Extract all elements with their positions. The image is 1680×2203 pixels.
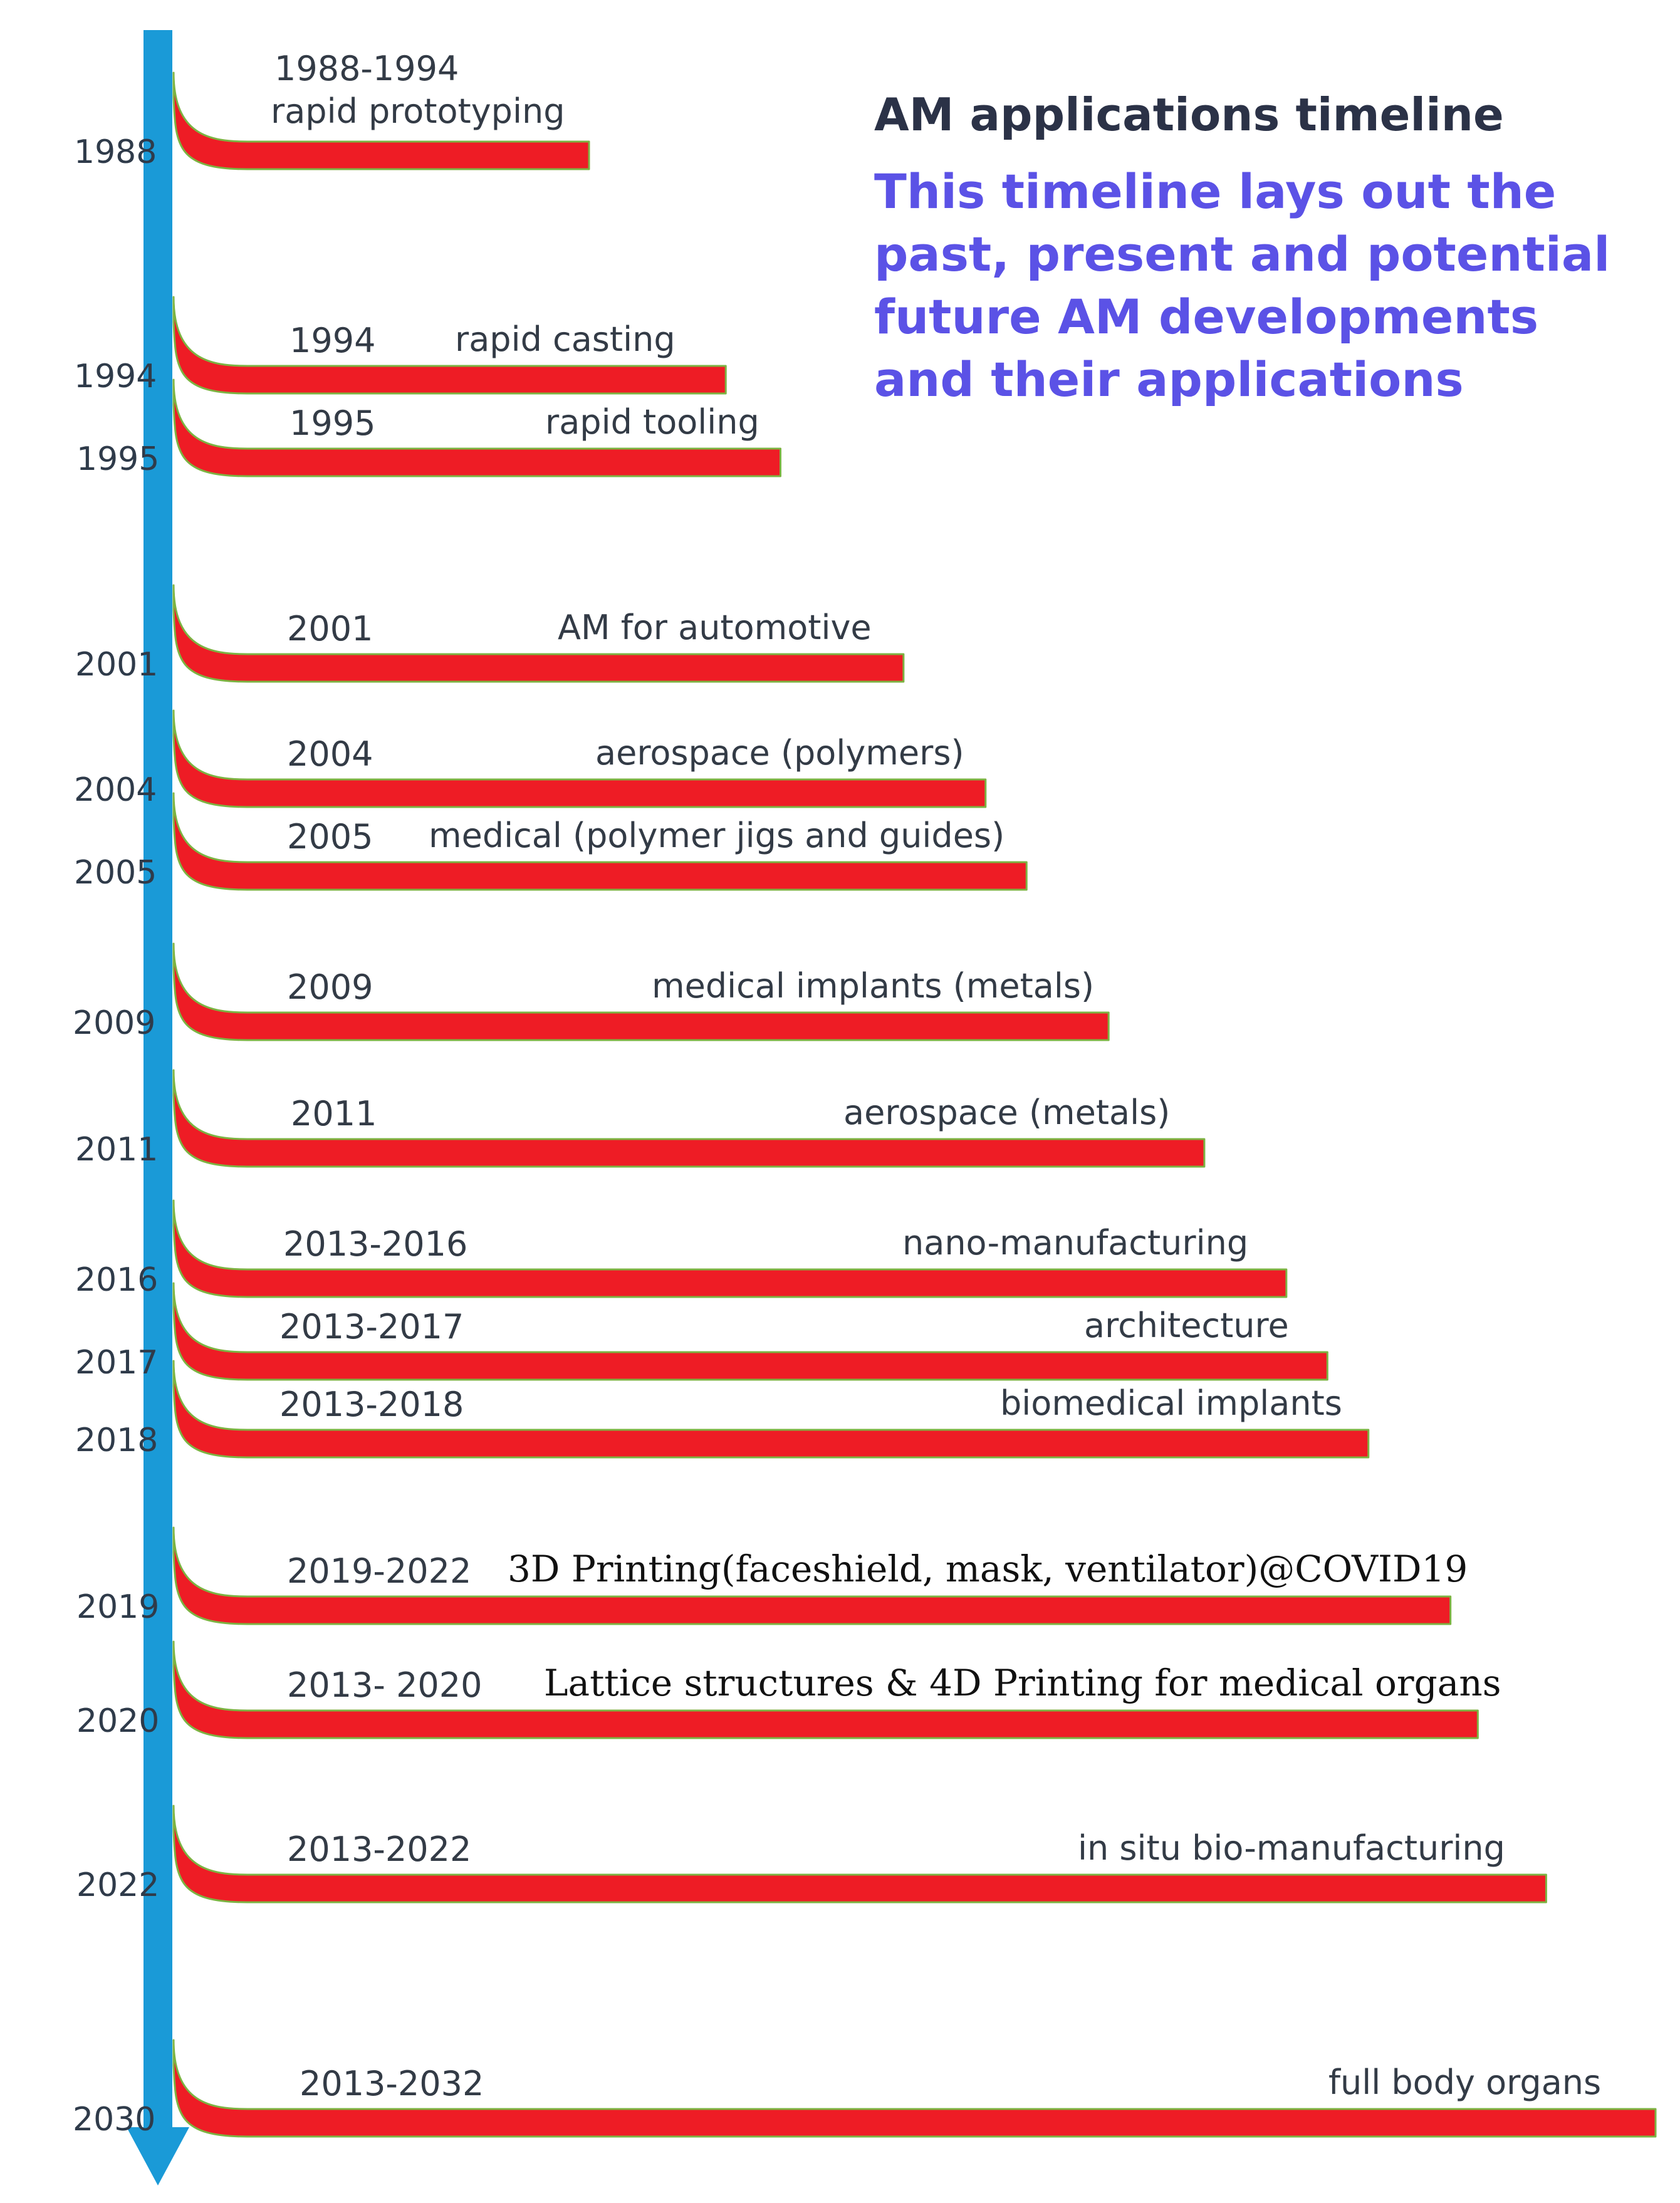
timeline-bar xyxy=(172,584,905,683)
range-label: 2001 xyxy=(287,609,373,648)
timeline-entry: 2017 2013-2017 architecture xyxy=(75,1282,1328,1382)
timeline-bar xyxy=(172,1640,1479,1739)
application-label: in situ bio-manufacturing xyxy=(1078,1828,1505,1868)
timeline-bar xyxy=(172,942,1110,1041)
range-label: 2013-2022 xyxy=(287,1830,471,1869)
application-label: AM for automotive xyxy=(558,608,872,647)
description-line-4: and their applications xyxy=(874,352,1464,407)
range-label: 2013-2032 xyxy=(300,2064,484,2103)
application-label: aerospace (metals) xyxy=(843,1093,1170,1132)
timeline-entry: 2001 2001 AM for automotive xyxy=(75,584,905,684)
year-label: 2030 xyxy=(73,2101,155,2138)
application-label: full body organs xyxy=(1328,2063,1601,2102)
timeline-entry: 1994 1994 rapid casting xyxy=(74,296,727,395)
timeline-bar xyxy=(172,296,727,395)
timeline-bar xyxy=(172,709,987,808)
timeline-entry: 1995 1995 rapid tooling xyxy=(76,378,781,478)
range-label: 1995 xyxy=(290,404,375,443)
timeline-entry: 2009 2009 medical implants (metals) xyxy=(73,942,1110,1042)
year-label: 2017 xyxy=(75,1344,158,1382)
application-label: medical (polymer jigs and guides) xyxy=(429,816,1004,855)
application-label: rapid prototyping xyxy=(271,91,565,131)
year-label: 2018 xyxy=(75,1422,158,1459)
timeline-bar xyxy=(172,1199,1288,1298)
range-label: 2005 xyxy=(287,817,373,857)
year-label: 2009 xyxy=(73,1004,155,1042)
year-label: 1995 xyxy=(76,440,159,478)
year-label: 2005 xyxy=(74,854,157,892)
timeline-bar xyxy=(172,1526,1452,1625)
application-label: Lattice structures & 4D Printing for med… xyxy=(544,1662,1501,1704)
timeline-bar xyxy=(172,2039,1657,2138)
year-label: 2022 xyxy=(76,1867,159,1904)
range-label: 2013-2016 xyxy=(283,1224,467,1264)
timeline-entry: 2016 2013-2016 nano-manufacturing xyxy=(75,1199,1288,1299)
range-label: 2013-2017 xyxy=(279,1307,464,1346)
diagram-title: AM applications timeline xyxy=(874,88,1504,141)
timeline-entry: 2018 2013-2018 biomedical implants xyxy=(75,1360,1370,1459)
timeline-entry: 2020 2013- 2020 Lattice structures & 4D Pr… xyxy=(76,1640,1501,1740)
timeline-entry: 2004 2004 aerospace (polymers) xyxy=(74,709,987,809)
application-label: 3D Printing(faceshield, mask, ventilator… xyxy=(508,1548,1468,1590)
application-label: medical implants (metals) xyxy=(652,966,1094,1006)
application-label: nano-manufacturing xyxy=(902,1223,1248,1263)
timeline-bar xyxy=(172,1805,1547,1904)
year-label: 2019 xyxy=(76,1588,159,1626)
application-label: biomedical implants xyxy=(1000,1383,1342,1423)
application-label: architecture xyxy=(1084,1306,1289,1345)
range-label: 2019-2022 xyxy=(287,1551,471,1591)
year-label: 2004 xyxy=(74,771,157,809)
year-label: 2011 xyxy=(75,1131,158,1169)
timeline-entry: 2019 2019-2022 3D Printing(faceshield, mas… xyxy=(76,1526,1468,1626)
description-line-1: This timeline lays out the xyxy=(874,164,1556,219)
timeline-bar xyxy=(172,792,1028,891)
timeline-bar xyxy=(172,1282,1328,1381)
application-label: rapid tooling xyxy=(545,402,759,442)
year-label: 2020 xyxy=(76,1702,159,1740)
range-label: 2009 xyxy=(287,967,373,1007)
timeline-entry: 2030 2013-2032 full body organs xyxy=(73,2039,1657,2138)
timeline-bar xyxy=(172,71,590,170)
range-label: 1994 xyxy=(290,321,375,360)
timeline-arrowhead xyxy=(127,2127,189,2185)
year-label: 2016 xyxy=(75,1261,158,1299)
year-label: 2001 xyxy=(75,646,158,684)
range-label: 1988-1994 xyxy=(274,49,459,88)
application-label: rapid casting xyxy=(455,320,676,359)
timeline-axis xyxy=(143,30,172,2142)
timeline-bar xyxy=(172,378,781,477)
timeline-bar xyxy=(172,1360,1370,1459)
range-label: 2013- 2020 xyxy=(287,1665,483,1705)
timeline-entry: 2022 2013-2022 in situ bio-manufacturing xyxy=(76,1805,1547,1904)
timeline-entry: 2011 2011 aerospace (metals) xyxy=(75,1069,1206,1169)
range-label: 2004 xyxy=(287,734,373,774)
range-label: 2013-2018 xyxy=(279,1385,464,1424)
year-label: 1994 xyxy=(74,358,157,395)
year-label: 1988 xyxy=(74,133,157,171)
timeline-entry: 2005 2005 medical (polymer jigs and guides… xyxy=(74,792,1028,892)
range-label: 2011 xyxy=(291,1094,377,1133)
application-label: aerospace (polymers) xyxy=(595,733,964,773)
timeline-bar xyxy=(172,1069,1206,1168)
description-line-2: past, present and potential xyxy=(874,226,1610,282)
description-line-3: future AM developments xyxy=(874,289,1538,345)
